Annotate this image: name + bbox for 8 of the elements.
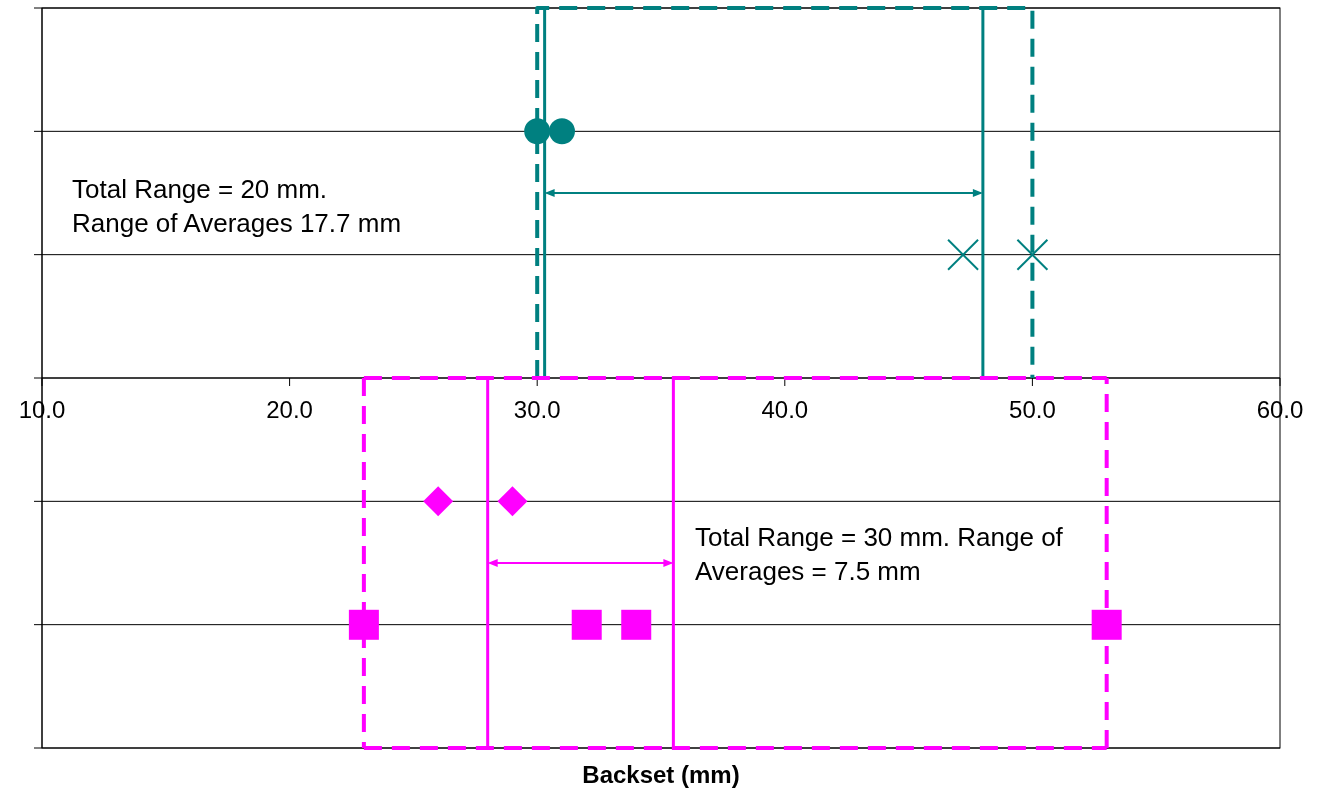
annotation: Total Range = 20 mm. Range of Averages 17.7 mm [72,174,402,238]
annotation: Total Range = 30 mm. Range of Averages = 7.5 mm [695,522,1064,586]
x-tick-label: 40.0 [761,396,809,423]
x-tick-label: 60.0 [1256,396,1304,423]
x-axis-title: Backset (mm) [582,761,740,788]
x-tick-label: 20.0 [266,396,313,423]
x-tick-label: 50.0 [1009,396,1056,423]
x-tick-label: 30.0 [513,396,561,423]
